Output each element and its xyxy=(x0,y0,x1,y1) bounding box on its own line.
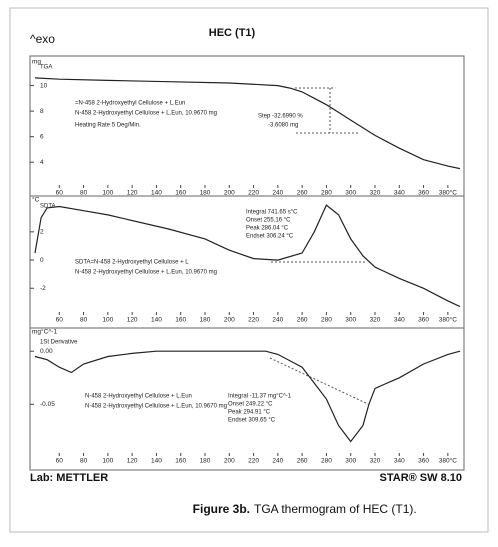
data-line xyxy=(34,77,461,170)
x-tick-label: 340 xyxy=(394,317,405,324)
annotation: 1St Derivative xyxy=(40,340,78,346)
baseline-guide xyxy=(269,357,371,406)
x-tick-label: 240 xyxy=(272,458,283,465)
annotation: SDTA xyxy=(40,204,56,210)
annotation: Heating Rate 5 Deg/Min. xyxy=(75,123,141,129)
y-tick-label: -2 xyxy=(40,285,46,292)
y-tick-label: 4 xyxy=(40,159,44,166)
x-tick-label: 100 xyxy=(102,317,113,324)
x-tick-label: 380°C xyxy=(439,189,457,197)
x-tick-label: 180 xyxy=(200,317,211,324)
y-unit: °C xyxy=(32,196,40,204)
annotation: Integral -11.37 mg°C^-1 xyxy=(228,394,292,400)
x-tick-label: 320 xyxy=(370,317,381,324)
annotation: SDTA=N-458 2-Hydroxyethyl Cellulose + L xyxy=(75,260,189,266)
y-unit: mg xyxy=(32,59,41,66)
figure-title: HEC (T1) xyxy=(209,27,256,39)
x-tick-label: 320 xyxy=(370,190,381,197)
lab-label: Lab: METTLER xyxy=(30,472,108,484)
data-line xyxy=(34,350,461,443)
annotation: N-458 2-Hydroxyethyl Cellulose + L.Eun xyxy=(85,394,192,400)
x-tick-label: 240 xyxy=(272,190,283,197)
x-tick-label: 80 xyxy=(80,458,88,465)
annotation: TGA xyxy=(40,65,52,71)
x-tick-label: 160 xyxy=(175,458,186,465)
x-tick-label: 280 xyxy=(321,317,332,324)
x-tick-label: 300 xyxy=(345,317,356,324)
x-tick-label: 100 xyxy=(102,458,113,465)
x-tick-label: 220 xyxy=(248,317,259,324)
annotation: Onset 255.16 °C xyxy=(246,218,291,224)
y-tick-label: 8 xyxy=(40,108,44,115)
x-tick-label: 60 xyxy=(56,190,64,197)
annotation: N-458 2-Hydroxyethyl Cellulose + L.Eun, … xyxy=(75,270,217,276)
x-tick-label: 360 xyxy=(418,458,429,465)
caption-label: Figure 3b. xyxy=(193,502,250,516)
x-tick-label: 60 xyxy=(56,458,64,465)
y-tick-label: 6 xyxy=(40,133,44,140)
annotation: N-458 2-Hydroxyethyl Cellulose + L.Eun, … xyxy=(85,404,227,410)
x-tick-label: 360 xyxy=(418,190,429,197)
x-tick-label: 220 xyxy=(248,190,259,197)
y-tick-label: 0.00 xyxy=(40,348,53,355)
x-tick-label: 240 xyxy=(272,317,283,324)
x-tick-label: 80 xyxy=(80,317,88,324)
x-tick-label: 380°C xyxy=(439,457,457,465)
x-tick-label: 120 xyxy=(127,458,138,465)
annotation: Onset 249.22 °C xyxy=(228,402,273,408)
x-tick-label: 140 xyxy=(151,190,162,197)
annotation: Step -32.6990 % xyxy=(258,114,303,120)
annotation: -3.6080 mg xyxy=(268,123,298,129)
x-tick-label: 300 xyxy=(345,190,356,197)
y-tick-label: 0 xyxy=(40,257,44,264)
x-tick-label: 180 xyxy=(200,458,211,465)
x-tick-label: 140 xyxy=(151,458,162,465)
y-tick-label: 10 xyxy=(40,82,48,89)
y-tick-label: -0.05 xyxy=(40,401,55,408)
x-tick-label: 360 xyxy=(418,317,429,324)
x-tick-label: 180 xyxy=(200,190,211,197)
x-tick-label: 220 xyxy=(248,458,259,465)
x-tick-label: 280 xyxy=(321,190,332,197)
annotation: Endset 309.65 °C xyxy=(228,418,276,424)
x-tick-label: 60 xyxy=(56,317,64,324)
x-tick-label: 260 xyxy=(297,190,308,197)
annotation: =N-458 2-Hydroxyethyl Cellulose + L.Eun xyxy=(75,101,185,107)
x-tick-label: 120 xyxy=(127,317,138,324)
x-tick-label: 140 xyxy=(151,317,162,324)
y-tick-label: 2 xyxy=(40,229,44,236)
x-tick-label: 340 xyxy=(394,190,405,197)
plot-frame xyxy=(29,55,465,471)
x-tick-label: 80 xyxy=(80,190,88,197)
x-tick-label: 160 xyxy=(175,190,186,197)
x-tick-label: 200 xyxy=(224,317,235,324)
x-tick-label: 260 xyxy=(297,458,308,465)
x-tick-label: 200 xyxy=(224,190,235,197)
software-label: STAR® SW 8.10 xyxy=(380,472,462,484)
x-tick-label: 300 xyxy=(345,458,356,465)
x-tick-label: 280 xyxy=(321,458,332,465)
annotation: Endset 306.24 °C xyxy=(246,234,294,240)
annotation: Peak 286.04 °C xyxy=(246,226,289,232)
x-tick-label: 200 xyxy=(224,458,235,465)
annotation: Integral 741.65 s°C xyxy=(246,210,298,216)
x-tick-label: 340 xyxy=(394,458,405,465)
x-tick-label: 100 xyxy=(102,190,113,197)
data-line xyxy=(34,204,461,308)
x-tick-label: 160 xyxy=(175,317,186,324)
exo-label: ^exo xyxy=(30,32,55,46)
annotation: Peak 294.91 °C xyxy=(228,410,271,416)
x-tick-label: 380°C xyxy=(439,316,457,324)
y-unit: mg°C^-1 xyxy=(32,328,58,336)
x-tick-label: 320 xyxy=(370,458,381,465)
figure-frame xyxy=(9,7,489,533)
x-tick-label: 120 xyxy=(127,190,138,197)
annotation: N-458 2-Hydroxyethyl Cellulose + L.Eun, … xyxy=(75,111,217,117)
x-tick-label: 260 xyxy=(297,317,308,324)
caption-text: TGA thermogram of HEC (T1). xyxy=(254,502,417,516)
